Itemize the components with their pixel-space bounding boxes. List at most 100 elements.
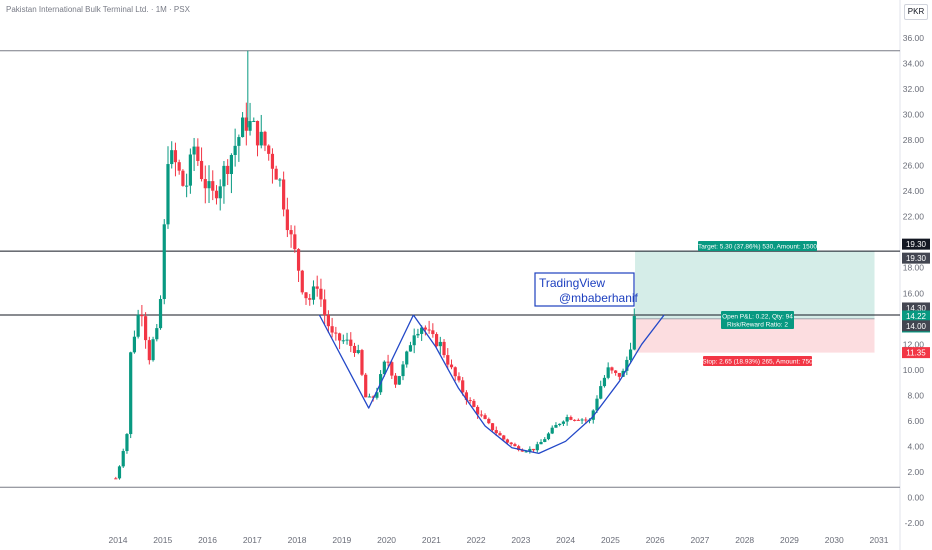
candle-body xyxy=(334,332,338,334)
candle-body xyxy=(214,190,219,199)
candle-body xyxy=(584,419,588,421)
candle-body xyxy=(625,359,629,371)
y-tick-label: 16.00 xyxy=(903,288,925,298)
price-tag-text: 14.00 xyxy=(906,322,927,331)
candle-body xyxy=(356,350,360,353)
candle-body xyxy=(632,315,636,350)
x-tick-label: 2016 xyxy=(198,535,217,545)
price-tag-text: 19.30 xyxy=(906,240,927,249)
candle-body xyxy=(505,439,510,443)
candle-body xyxy=(420,327,424,334)
x-tick-label: 2014 xyxy=(109,535,128,545)
x-tick-label: 2022 xyxy=(467,535,486,545)
watermark-box: TradingView @mbaberhanif xyxy=(534,272,639,307)
candle-body xyxy=(278,179,282,181)
candle-body xyxy=(304,292,308,299)
candle-body xyxy=(543,439,547,443)
candle-body xyxy=(144,316,148,341)
candle-body xyxy=(349,339,353,346)
candle-body xyxy=(580,419,584,421)
candle-body xyxy=(259,131,263,146)
x-tick-label: 2020 xyxy=(377,535,396,545)
candle-body xyxy=(117,466,122,479)
candle-body xyxy=(136,314,140,337)
y-tick-label: 12.00 xyxy=(903,339,925,349)
candle-body xyxy=(285,209,289,231)
candle-body xyxy=(621,370,625,377)
candle-body xyxy=(468,400,472,402)
candle-body xyxy=(479,414,483,416)
candle-body xyxy=(323,299,327,316)
candle-body xyxy=(546,433,551,440)
candle-body xyxy=(166,164,170,225)
candle-body xyxy=(222,165,226,187)
x-tick-label: 2019 xyxy=(332,535,351,545)
candle-body xyxy=(270,153,275,169)
candle-body xyxy=(483,415,487,419)
candle-body xyxy=(446,355,450,365)
currency-button[interactable]: PKR xyxy=(904,4,928,20)
candle-body xyxy=(498,433,502,436)
candle-body xyxy=(416,333,420,336)
candle-body xyxy=(397,376,401,385)
candle-body xyxy=(255,120,260,146)
x-tick-label: 2021 xyxy=(422,535,441,545)
target-label-group: Target: 5.30 (37.86%) 530, Amount: 1500 xyxy=(698,241,817,251)
pnl-label-bg xyxy=(721,311,794,329)
cup-pattern-drawings xyxy=(318,314,665,455)
candle-body xyxy=(289,230,293,235)
time-axis[interactable]: 2014 2015 2016 2017 2018 2019 2020 2021 2022 2023… xyxy=(109,535,889,545)
candle-body xyxy=(509,442,513,445)
candle-body xyxy=(472,400,476,407)
candle-body xyxy=(490,423,495,431)
candle-body xyxy=(188,154,192,186)
candle-body xyxy=(181,170,185,186)
y-tick-label: 28.00 xyxy=(903,135,925,145)
candle-body xyxy=(170,150,174,165)
candle-body xyxy=(199,160,204,180)
x-tick-label: 2026 xyxy=(646,535,665,545)
pnl-label: Open P&L: 0.22, Qty: 94 xyxy=(722,314,793,321)
candlestick-series xyxy=(114,50,636,480)
candle-body xyxy=(248,121,252,131)
candle-body xyxy=(386,361,390,363)
candle-body xyxy=(125,434,129,452)
watermark-brand: TradingView xyxy=(539,276,605,290)
candle-body xyxy=(528,448,532,452)
x-tick-label: 2015 xyxy=(153,535,172,545)
candle-body xyxy=(561,421,566,424)
candle-body xyxy=(427,329,431,331)
candle-body xyxy=(423,327,427,330)
candle-body xyxy=(517,446,521,451)
x-tick-label: 2027 xyxy=(690,535,709,545)
candle-body xyxy=(155,328,159,340)
candle-body xyxy=(628,349,633,360)
candle-body xyxy=(315,286,319,289)
price-tag-text: 11.35 xyxy=(906,349,926,358)
candle-body xyxy=(267,145,271,154)
cup-curve xyxy=(412,314,665,455)
candle-body xyxy=(252,120,256,122)
candle-body xyxy=(360,350,364,375)
candle-body xyxy=(573,419,577,421)
candle-body xyxy=(218,186,222,199)
candle-body xyxy=(293,234,297,250)
price-tag-text: 19.30 xyxy=(906,254,927,263)
candle-body xyxy=(274,168,278,180)
candle-body xyxy=(524,451,528,453)
x-tick-label: 2030 xyxy=(825,535,844,545)
candle-body xyxy=(158,298,163,329)
candle-body xyxy=(244,117,248,131)
candle-body xyxy=(535,444,539,451)
candle-body xyxy=(494,430,498,434)
candle-body xyxy=(367,396,372,398)
y-tick-label: -2.00 xyxy=(905,518,925,528)
candle-body xyxy=(330,326,334,333)
candle-body xyxy=(554,425,558,428)
y-tick-label: 6.00 xyxy=(907,416,924,426)
candle-body xyxy=(550,427,554,434)
candle-body xyxy=(614,370,618,373)
price-tag-bg xyxy=(902,302,930,314)
candle-body xyxy=(129,352,133,435)
